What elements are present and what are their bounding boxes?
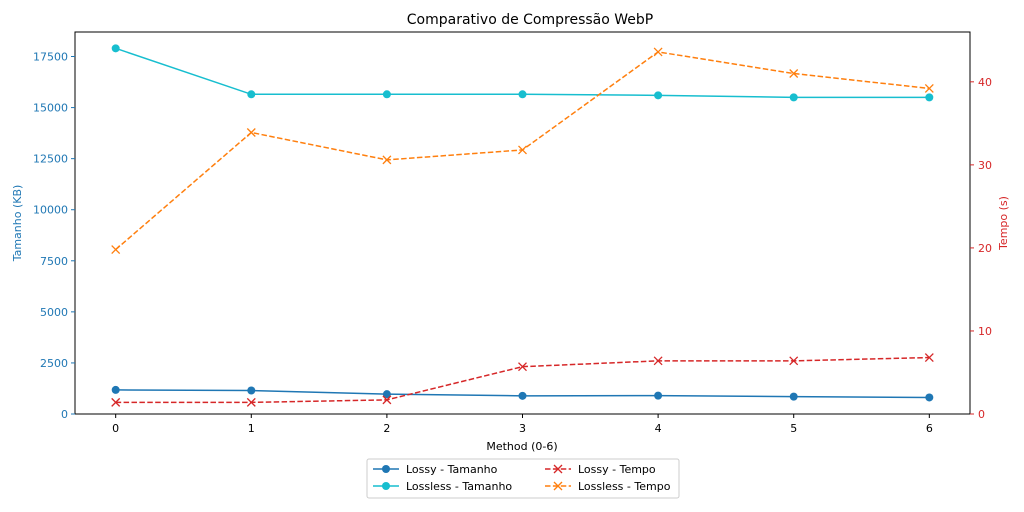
chart-title: Comparativo de Compressão WebP bbox=[407, 12, 653, 28]
legend-swatch-marker bbox=[382, 482, 390, 490]
data-point-lossless-tempo bbox=[246, 128, 256, 137]
legend-label: Lossless - Tamanho bbox=[406, 480, 512, 493]
series-lossless-tempo bbox=[111, 47, 934, 255]
x-tick-label: 4 bbox=[655, 422, 662, 435]
right-tick-label: 30 bbox=[978, 159, 992, 172]
data-point-lossless-tamanho bbox=[382, 90, 391, 99]
data-point-lossless-tempo bbox=[111, 245, 121, 255]
right-tick-label: 40 bbox=[978, 76, 992, 89]
x-marker-stroke bbox=[553, 464, 563, 474]
series-lossless-tamanho bbox=[111, 44, 934, 102]
legend-item: Lossy - Tamanho bbox=[373, 463, 498, 476]
x-tick-label: 1 bbox=[248, 422, 255, 435]
x-tick-label: 5 bbox=[790, 422, 797, 435]
plot-frame bbox=[74, 31, 971, 415]
legend-label: Lossless - Tempo bbox=[578, 480, 671, 493]
x-tick-label: 3 bbox=[519, 422, 526, 435]
left-tick-label: 10000 bbox=[33, 204, 68, 217]
legend-swatch-marker bbox=[553, 464, 563, 474]
x-marker-stroke bbox=[518, 362, 527, 372]
data-point-lossy-tamanho bbox=[247, 386, 256, 395]
x-marker-stroke bbox=[924, 353, 934, 362]
right-axis-label: Tempo (s) bbox=[997, 196, 1010, 251]
left-axis-ticks: 0 2500 5000 7500 10000 12500 15000 17500 bbox=[33, 51, 75, 421]
x-marker-stroke bbox=[553, 481, 563, 491]
data-point-lossy-tamanho bbox=[518, 391, 527, 400]
x-marker-stroke bbox=[382, 395, 392, 405]
right-tick-label: 0 bbox=[978, 408, 985, 421]
left-tick-label: 15000 bbox=[33, 102, 68, 115]
left-tick-label: 0 bbox=[61, 408, 68, 421]
data-point-lossy-tempo bbox=[789, 356, 799, 366]
series-lossy-tamanho bbox=[111, 385, 934, 402]
legend-label: Lossy - Tamanho bbox=[406, 463, 498, 476]
data-point-lossy-tempo bbox=[246, 397, 256, 407]
left-axis-label: Tamanho (KB) bbox=[11, 185, 24, 263]
x-marker-stroke bbox=[789, 69, 799, 78]
data-point-lossy-tempo bbox=[382, 395, 392, 405]
x-axis-ticks: 0 1 2 3 4 5 6 bbox=[112, 414, 933, 435]
data-point-lossy-tempo bbox=[653, 356, 663, 366]
right-tick-label: 10 bbox=[978, 325, 992, 338]
data-point-lossless-tamanho bbox=[654, 91, 663, 100]
x-marker-stroke bbox=[111, 245, 121, 255]
data-point-lossy-tamanho bbox=[925, 393, 934, 402]
series-layer bbox=[111, 44, 934, 407]
x-tick-label: 0 bbox=[112, 422, 119, 435]
legend-swatch-marker bbox=[553, 481, 563, 491]
x-tick-label: 6 bbox=[926, 422, 933, 435]
legend-box bbox=[366, 458, 680, 499]
data-point-lossless-tempo bbox=[924, 84, 934, 93]
right-tick-label: 20 bbox=[978, 242, 992, 255]
data-point-lossy-tempo bbox=[518, 362, 527, 372]
x-marker-stroke bbox=[246, 128, 256, 137]
series-line-lossless-tamanho bbox=[115, 47, 930, 99]
right-axis-ticks: 0 10 20 30 40 bbox=[970, 76, 992, 421]
left-tick-label: 12500 bbox=[33, 153, 68, 166]
legend-item: Lossless - Tempo bbox=[545, 480, 671, 493]
left-tick-label: 2500 bbox=[40, 357, 68, 370]
x-marker-stroke bbox=[382, 155, 392, 165]
data-point-lossless-tamanho bbox=[789, 93, 798, 102]
x-marker-stroke bbox=[924, 84, 934, 93]
data-point-lossless-tamanho bbox=[925, 93, 934, 102]
data-point-lossy-tamanho bbox=[654, 391, 663, 400]
legend: Lossy - Tamanho Lossless - Tamanho Lossy -… bbox=[366, 458, 680, 499]
x-marker-stroke bbox=[111, 397, 121, 407]
x-marker-stroke bbox=[518, 145, 527, 155]
data-point-lossless-tempo bbox=[789, 69, 799, 78]
plot-border bbox=[74, 31, 971, 415]
left-tick-label: 17500 bbox=[33, 51, 68, 64]
left-tick-label: 5000 bbox=[40, 306, 68, 319]
data-point-lossless-tamanho bbox=[247, 90, 256, 99]
x-axis-label: Method (0-6) bbox=[486, 440, 557, 453]
left-tick-label: 7500 bbox=[40, 255, 68, 268]
series-lossy-tempo bbox=[111, 353, 934, 407]
data-point-lossless-tempo bbox=[518, 145, 527, 155]
data-point-lossless-tamanho bbox=[111, 44, 120, 53]
data-point-lossy-tamanho bbox=[111, 385, 120, 394]
data-point-lossless-tempo bbox=[653, 47, 663, 57]
x-marker-stroke bbox=[246, 397, 256, 407]
legend-item: Lossy - Tempo bbox=[545, 463, 656, 476]
legend-swatch-marker bbox=[382, 465, 390, 473]
data-point-lossless-tamanho bbox=[518, 90, 527, 99]
data-point-lossy-tamanho bbox=[789, 392, 798, 401]
data-point-lossy-tempo bbox=[924, 353, 934, 362]
x-tick-label: 2 bbox=[383, 422, 390, 435]
x-marker-stroke bbox=[653, 356, 663, 366]
data-point-lossy-tamanho bbox=[382, 390, 391, 399]
x-marker-stroke bbox=[653, 47, 663, 57]
data-point-lossless-tempo bbox=[382, 155, 392, 165]
legend-label: Lossy - Tempo bbox=[578, 463, 656, 476]
x-marker-stroke bbox=[789, 356, 799, 366]
data-point-lossy-tempo bbox=[111, 397, 121, 407]
legend-item: Lossless - Tamanho bbox=[373, 480, 512, 493]
